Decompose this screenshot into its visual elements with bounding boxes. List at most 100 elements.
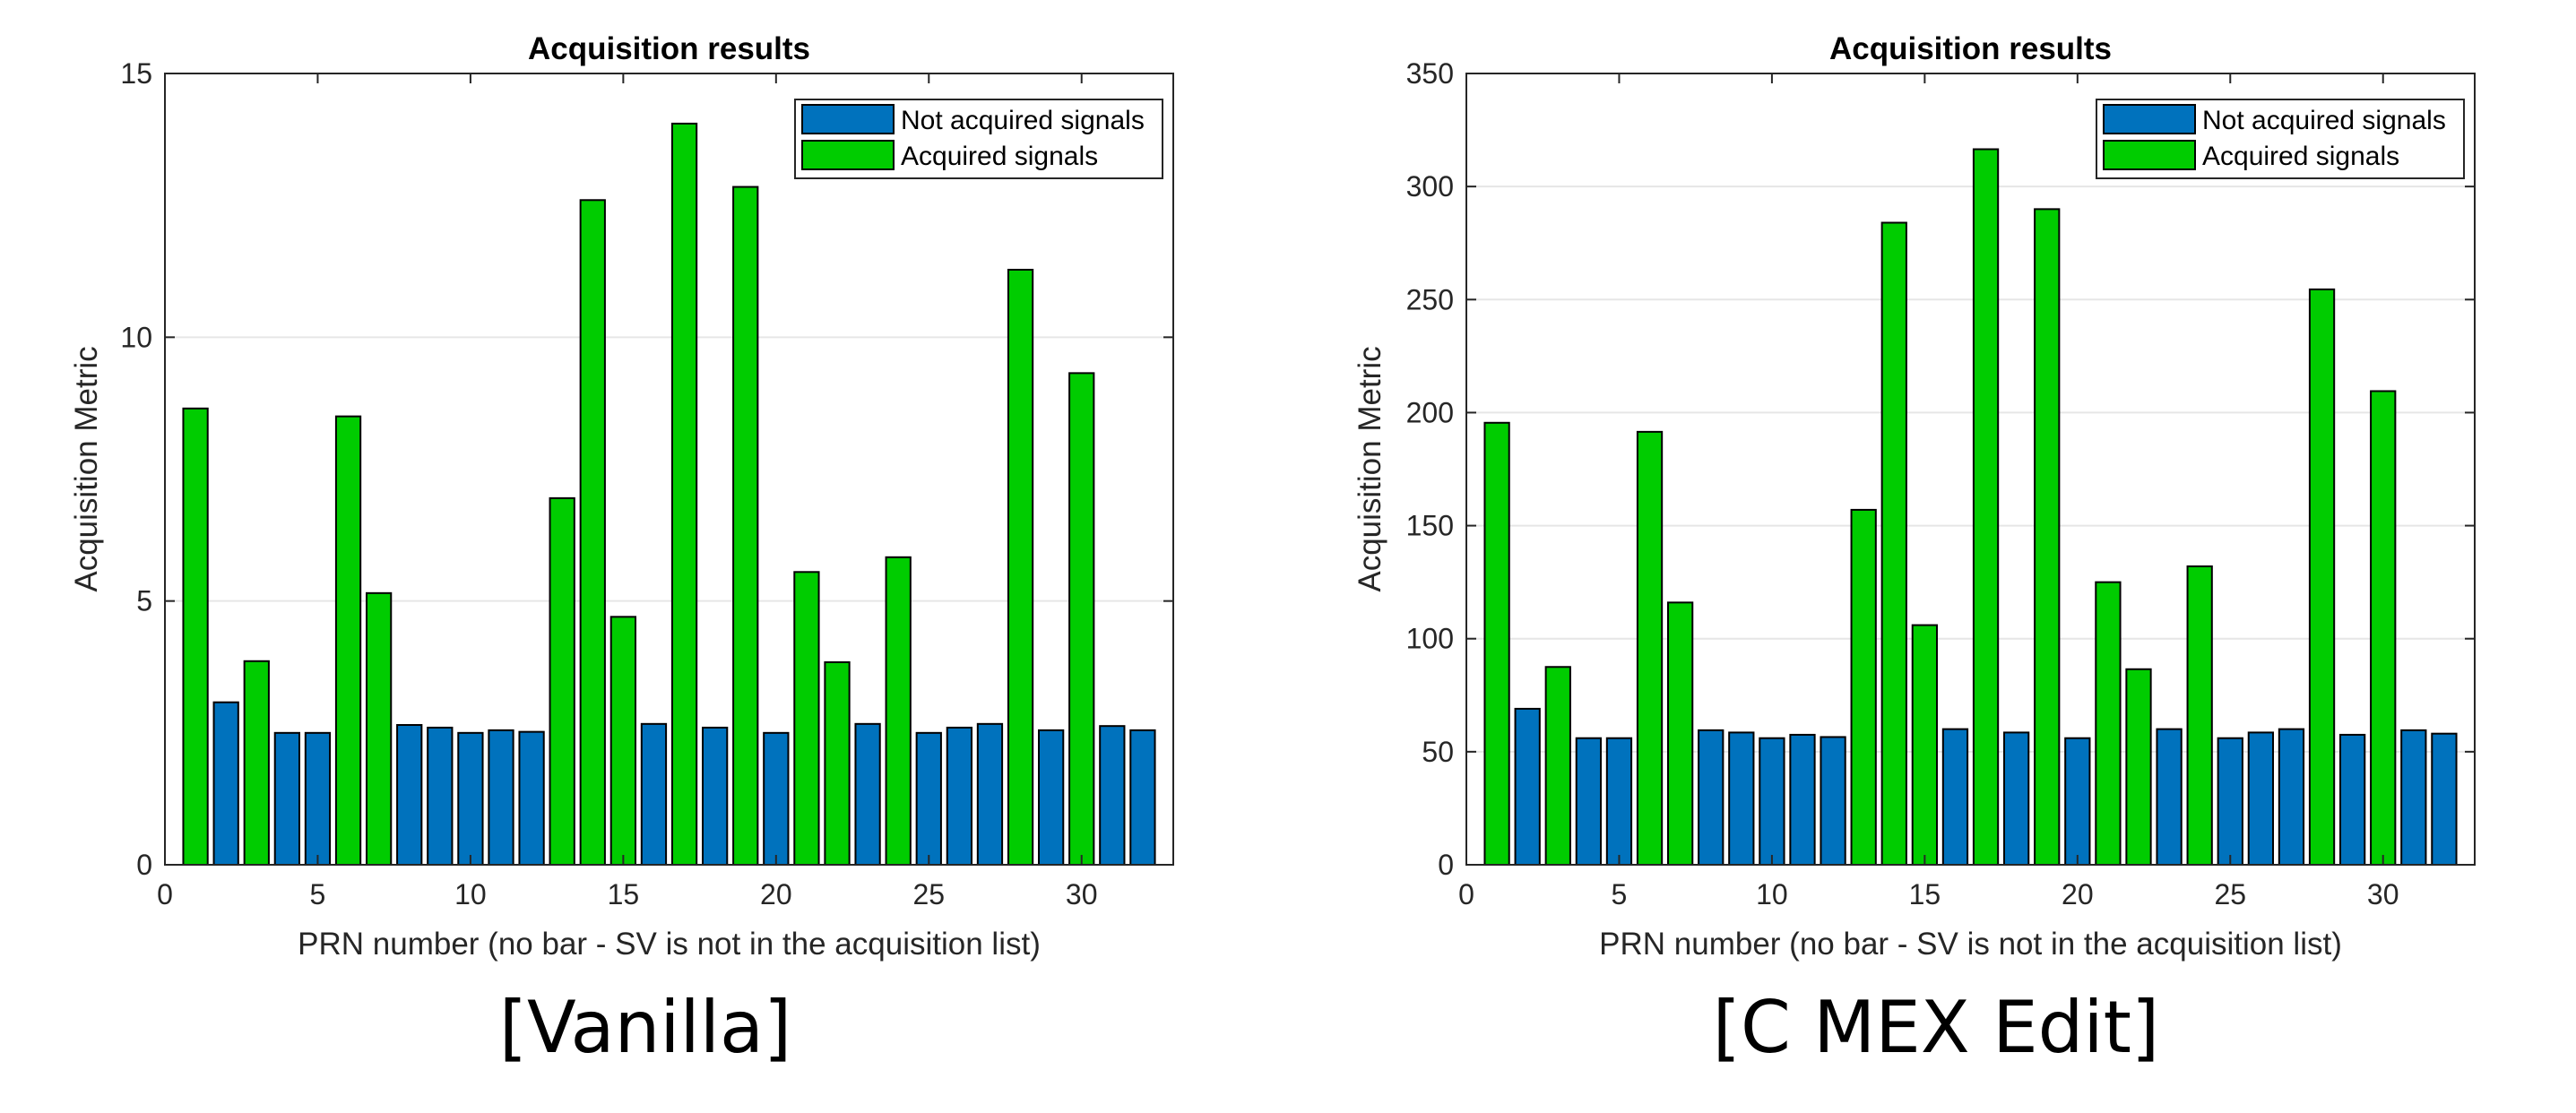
x-tick-label: 20 <box>2062 878 2094 910</box>
bar <box>182 407 209 866</box>
x-tick-label: 5 <box>310 878 326 910</box>
bar <box>854 722 881 866</box>
bar <box>1820 736 1846 866</box>
bar <box>2156 728 2183 867</box>
chart-right: 0 50 100 150 200 250 300 350 0 5 10 15 20 25 30 Acquisi… <box>1353 31 2476 962</box>
bar <box>1544 666 1571 866</box>
y-tick-label: 0 <box>1438 849 1454 881</box>
bar <box>2278 728 2305 867</box>
legend-label: Not acquired signals <box>901 106 1145 135</box>
chart-title: Acquisition results <box>1829 31 2112 66</box>
bar <box>273 731 300 866</box>
x-tick-label: 25 <box>2214 878 2246 910</box>
bar <box>366 591 393 866</box>
bar <box>763 731 790 866</box>
bar <box>212 701 239 866</box>
chart-left: 0 5 10 15 0 5 10 15 20 25 30 Acquisition results PRN… <box>69 31 1174 962</box>
bar <box>2339 733 2366 867</box>
bar <box>1068 372 1095 866</box>
x-axis-label: PRN number (no bar - SV is not in the ac… <box>298 927 1041 962</box>
bar <box>1483 421 1510 866</box>
caption-vanilla: [Vanilla] <box>498 986 792 1069</box>
bar <box>1911 624 1939 866</box>
bar <box>2064 737 2091 866</box>
y-axis-label: Acquisition Metric <box>1353 346 1387 591</box>
x-tick-label: 0 <box>157 878 173 910</box>
bar <box>1007 268 1034 866</box>
bar <box>2034 208 2061 867</box>
bar <box>2186 565 2213 866</box>
bar <box>732 186 759 866</box>
y-tick-label: 0 <box>136 849 152 881</box>
legend: Not acquired signals Acquired signals <box>2096 99 2465 179</box>
y-tick-label: 10 <box>120 321 152 353</box>
y-tick-label: 5 <box>136 585 152 617</box>
x-tick-label: 20 <box>760 878 792 910</box>
axes-box <box>1465 73 2476 866</box>
bar <box>1850 508 1877 866</box>
bar <box>1972 148 2000 867</box>
bar <box>915 731 942 866</box>
legend-label: Acquired signals <box>901 142 1098 171</box>
bar <box>824 660 851 867</box>
plot-area <box>1466 73 2475 865</box>
x-tick-label: 15 <box>1909 878 1941 910</box>
bar <box>2217 737 2243 866</box>
bar <box>793 571 820 866</box>
x-tick-label: 30 <box>2367 878 2399 910</box>
bar <box>396 724 423 867</box>
bar <box>549 496 575 866</box>
bar <box>1759 737 1785 866</box>
legend-swatch <box>2103 140 2196 170</box>
bar <box>1941 728 1969 867</box>
bar <box>1099 725 1126 866</box>
bar <box>1605 737 1633 866</box>
chart-title: Acquisition results <box>528 31 810 66</box>
bar <box>1789 733 1816 867</box>
x-tick-label: 25 <box>912 878 945 910</box>
bar <box>579 199 606 866</box>
y-tick-label: 350 <box>1406 57 1454 90</box>
plot-area <box>165 73 1173 865</box>
y-tick-label: 100 <box>1406 623 1454 655</box>
bar <box>2431 732 2458 866</box>
axes-box <box>164 73 1174 866</box>
legend: Not acquired signals Acquired signals <box>794 99 1163 179</box>
x-tick-label: 15 <box>608 878 640 910</box>
bar <box>1667 601 1694 866</box>
bar <box>2125 668 2152 866</box>
bar <box>976 722 1004 866</box>
legend-label: Not acquired signals <box>2202 106 2446 135</box>
bar <box>1575 737 1603 866</box>
legend-swatch <box>2103 104 2196 134</box>
bar <box>2247 731 2275 866</box>
bar <box>1514 707 1541 866</box>
bar <box>488 729 514 867</box>
x-tick-label: 5 <box>1612 878 1628 910</box>
bar <box>1129 729 1156 867</box>
x-tick-label: 10 <box>1756 878 1788 910</box>
bar <box>670 122 698 866</box>
x-tick-label: 30 <box>1066 878 1098 910</box>
bar <box>946 726 973 866</box>
bar <box>1698 729 1725 867</box>
x-axis-label: PRN number (no bar - SV is not in the ac… <box>1599 927 2342 962</box>
bar <box>2095 581 2122 867</box>
bar <box>334 415 362 866</box>
legend-swatch <box>801 140 895 170</box>
bar <box>2308 288 2336 866</box>
y-tick-label: 250 <box>1406 283 1454 315</box>
bar <box>518 730 545 866</box>
bar <box>304 731 332 866</box>
bar <box>640 722 668 866</box>
bar <box>243 660 270 866</box>
bar <box>457 731 484 866</box>
x-tick-label: 10 <box>454 878 487 910</box>
y-tick-label: 200 <box>1406 396 1454 428</box>
y-tick-label: 300 <box>1406 170 1454 203</box>
bar <box>1038 729 1065 867</box>
bar <box>1880 221 1907 867</box>
bar <box>1728 731 1755 866</box>
y-tick-label: 50 <box>1422 736 1454 768</box>
